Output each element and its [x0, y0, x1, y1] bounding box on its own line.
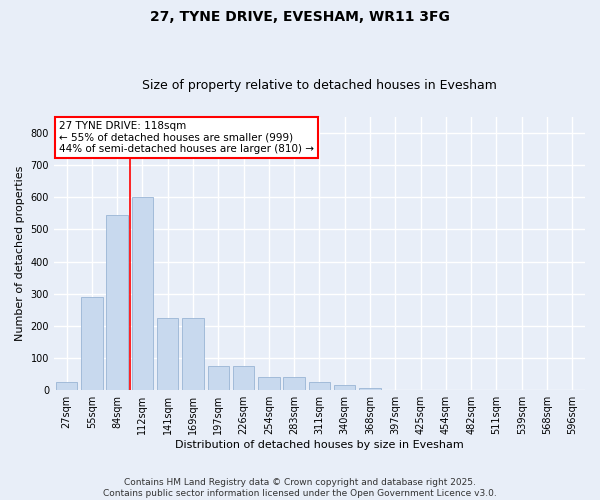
Bar — [309, 382, 330, 390]
Bar — [334, 386, 355, 390]
Bar — [283, 378, 305, 390]
X-axis label: Distribution of detached houses by size in Evesham: Distribution of detached houses by size … — [175, 440, 464, 450]
Text: Contains HM Land Registry data © Crown copyright and database right 2025.
Contai: Contains HM Land Registry data © Crown c… — [103, 478, 497, 498]
Text: 27, TYNE DRIVE, EVESHAM, WR11 3FG: 27, TYNE DRIVE, EVESHAM, WR11 3FG — [150, 10, 450, 24]
Bar — [131, 197, 153, 390]
Title: Size of property relative to detached houses in Evesham: Size of property relative to detached ho… — [142, 79, 497, 92]
Bar — [208, 366, 229, 390]
Bar — [81, 297, 103, 390]
Y-axis label: Number of detached properties: Number of detached properties — [15, 166, 25, 341]
Bar — [182, 318, 204, 390]
Bar — [258, 378, 280, 390]
Bar — [359, 388, 381, 390]
Bar — [56, 382, 77, 390]
Bar — [106, 215, 128, 390]
Bar — [157, 318, 178, 390]
Bar — [233, 366, 254, 390]
Text: 27 TYNE DRIVE: 118sqm
← 55% of detached houses are smaller (999)
44% of semi-det: 27 TYNE DRIVE: 118sqm ← 55% of detached … — [59, 121, 314, 154]
